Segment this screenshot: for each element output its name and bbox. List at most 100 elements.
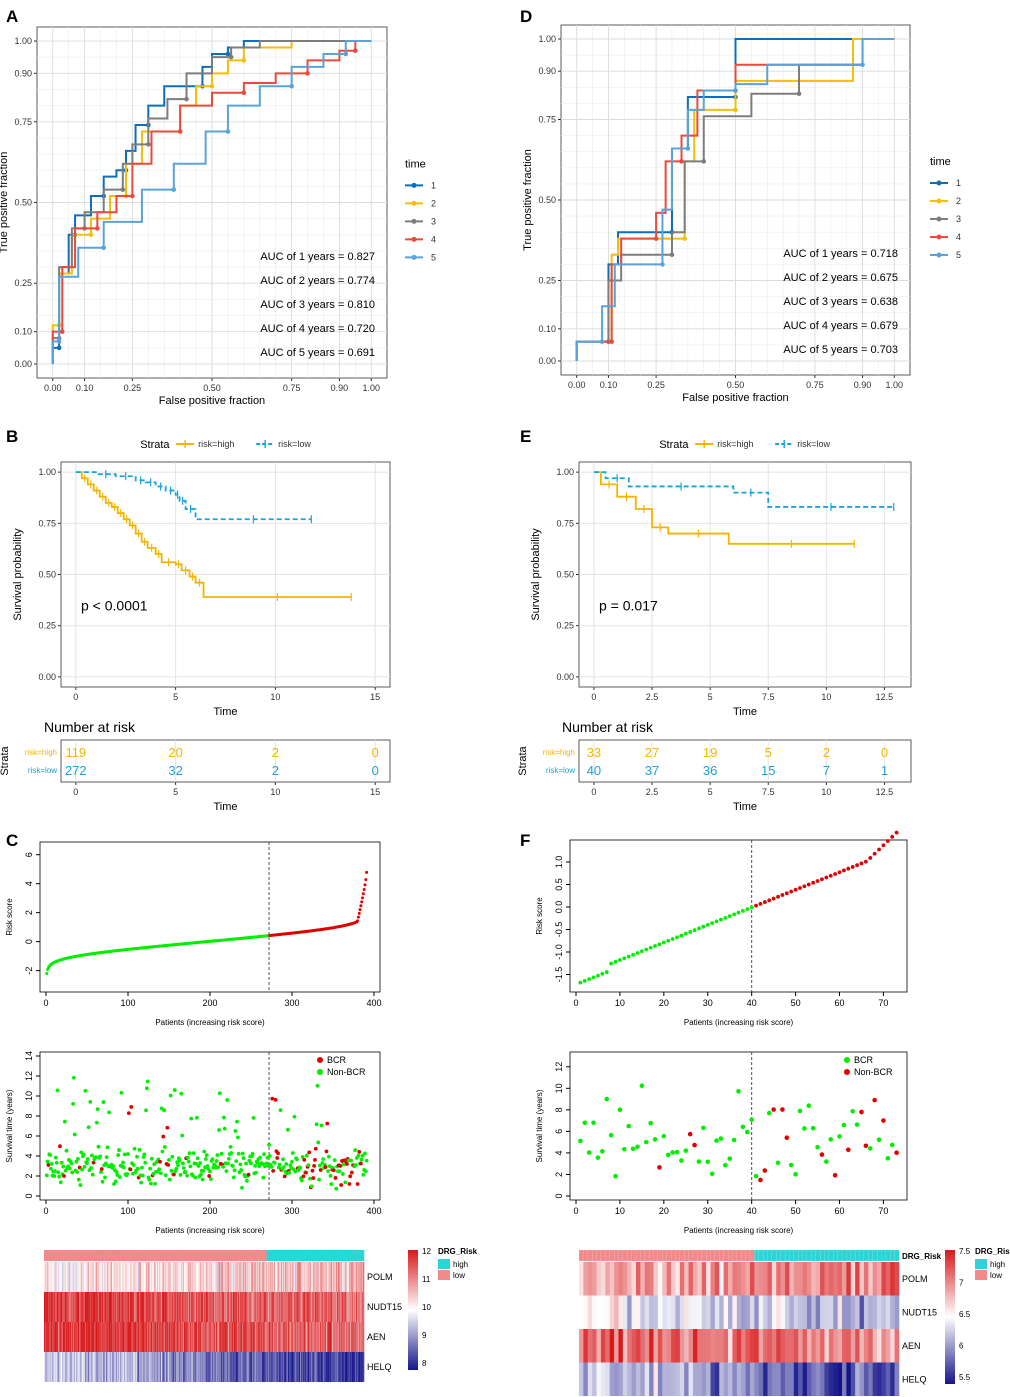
heatmap-cell bbox=[248, 1292, 250, 1322]
risk-point bbox=[591, 975, 596, 980]
heatmap-cell bbox=[732, 1295, 738, 1329]
heatmap-cell bbox=[73, 1352, 75, 1382]
heatmap-cell bbox=[310, 1352, 312, 1382]
heatmap-cell bbox=[129, 1262, 132, 1292]
heatmap-cell bbox=[362, 1292, 364, 1322]
heatmap-cell bbox=[101, 1322, 103, 1352]
heatmap-cell bbox=[80, 1262, 82, 1292]
heatmap-cell bbox=[332, 1352, 334, 1382]
group-annotation-cell bbox=[109, 1250, 111, 1261]
heatmap-cell bbox=[93, 1292, 96, 1322]
heatmap-cell bbox=[75, 1292, 78, 1322]
heatmap-cell bbox=[161, 1262, 163, 1292]
heatmap-cell bbox=[48, 1292, 50, 1322]
heatmap-cell bbox=[329, 1322, 331, 1352]
heatmap-cell bbox=[228, 1322, 231, 1352]
legend-key bbox=[844, 1069, 850, 1075]
heatmap-cell bbox=[190, 1292, 192, 1322]
y-tick-label: 0.75 bbox=[538, 115, 556, 125]
group-annotation-cell bbox=[183, 1250, 186, 1261]
survival-point bbox=[714, 1138, 719, 1143]
heatmap-cell bbox=[139, 1322, 141, 1352]
heatmap-cell bbox=[80, 1322, 82, 1352]
heatmap-cell bbox=[77, 1352, 79, 1382]
group-annotation-cell bbox=[323, 1250, 326, 1261]
heatmap-cell bbox=[322, 1352, 324, 1382]
heatmap-cell bbox=[86, 1292, 88, 1322]
heatmap-cell bbox=[120, 1292, 123, 1322]
legend-key-point bbox=[936, 198, 942, 204]
group-annotation-cell bbox=[120, 1250, 122, 1261]
heatmap-cell bbox=[706, 1362, 711, 1396]
heatmap-cell bbox=[299, 1262, 301, 1292]
heatmap-cell bbox=[336, 1292, 339, 1322]
heatmap-cell bbox=[228, 1292, 231, 1322]
y-axis-label: True positive fraction bbox=[0, 152, 10, 254]
heatmap-cell bbox=[273, 1292, 276, 1322]
group-annotation-cell bbox=[174, 1250, 176, 1261]
heatmap-cell bbox=[103, 1292, 105, 1322]
heatmap-cell bbox=[206, 1322, 208, 1352]
risk-point bbox=[723, 915, 728, 920]
survival-point bbox=[863, 1143, 869, 1149]
group-annotation-cell bbox=[331, 1250, 333, 1261]
heatmap-cell bbox=[273, 1352, 276, 1382]
heatmap-cell bbox=[185, 1262, 187, 1292]
heatmap-cell bbox=[130, 1352, 132, 1382]
survival-point bbox=[683, 1148, 689, 1153]
group-annotation-cell bbox=[127, 1250, 129, 1261]
heatmap-cell bbox=[706, 1295, 711, 1329]
y-tick-label: 0.50 bbox=[14, 198, 32, 208]
heatmap-cell bbox=[291, 1292, 294, 1322]
heatmap-cell bbox=[225, 1292, 227, 1322]
auc-label-3: AUC of 3 years = 0.638 bbox=[783, 296, 898, 308]
heatmap-cell bbox=[309, 1322, 311, 1352]
survival-point bbox=[64, 1148, 69, 1153]
heatmap-cell bbox=[113, 1262, 115, 1292]
risk-row-label-1: risk=low bbox=[546, 766, 575, 775]
heatmap-cell bbox=[181, 1352, 183, 1382]
risk-point bbox=[780, 893, 785, 897]
heatmap-cell bbox=[243, 1352, 245, 1382]
roc-plot-d: 0.00 0.10 0.25 0.50 0.75 0.90 1.000.000.100.25… bbox=[522, 24, 961, 404]
heatmap-cell bbox=[48, 1262, 51, 1292]
heatmap-cell bbox=[662, 1329, 667, 1363]
group-annotation-cell bbox=[75, 1250, 78, 1261]
heatmap-cell bbox=[44, 1292, 46, 1322]
heatmap-cell bbox=[137, 1322, 139, 1352]
heatmap-cell bbox=[105, 1322, 107, 1352]
survival-point bbox=[273, 1097, 278, 1102]
heatmap-cell bbox=[216, 1292, 218, 1322]
group-annotation-cell bbox=[145, 1250, 147, 1261]
group-annotation-cell bbox=[314, 1250, 317, 1261]
group-annotation-cell bbox=[846, 1249, 852, 1262]
heatmap-cell bbox=[300, 1322, 302, 1352]
heatmap-cell bbox=[172, 1292, 174, 1322]
heatmap-cell bbox=[278, 1322, 280, 1352]
heatmap-cell bbox=[92, 1322, 94, 1352]
legend-label-0: risk=high bbox=[198, 439, 234, 449]
heatmap-cell bbox=[280, 1352, 282, 1382]
heatmap-cell bbox=[121, 1322, 123, 1352]
survival-point bbox=[613, 1173, 618, 1179]
heatmap-cell bbox=[111, 1322, 114, 1352]
heatmap-cell bbox=[230, 1322, 232, 1352]
heatmap-cell bbox=[706, 1262, 711, 1296]
heatmap-cell bbox=[107, 1292, 109, 1322]
survival-point bbox=[358, 1161, 363, 1166]
heatmap-cell bbox=[227, 1292, 229, 1322]
y-tick-label: 1.0 bbox=[554, 856, 564, 869]
heatmap-cell bbox=[627, 1329, 632, 1363]
heatmap-cell bbox=[290, 1262, 292, 1292]
heatmap-cell bbox=[67, 1322, 69, 1352]
heatmap-cell bbox=[134, 1292, 136, 1322]
group-annotation-cell bbox=[79, 1250, 81, 1261]
heatmap-cell bbox=[192, 1322, 195, 1352]
group-annotation-cell bbox=[741, 1249, 746, 1262]
heatmap-cell bbox=[285, 1352, 287, 1382]
group-annotation-cell bbox=[48, 1250, 51, 1261]
heatmap-cell bbox=[350, 1352, 353, 1382]
survival-point bbox=[233, 1129, 238, 1133]
heatmap-cell bbox=[102, 1322, 105, 1352]
